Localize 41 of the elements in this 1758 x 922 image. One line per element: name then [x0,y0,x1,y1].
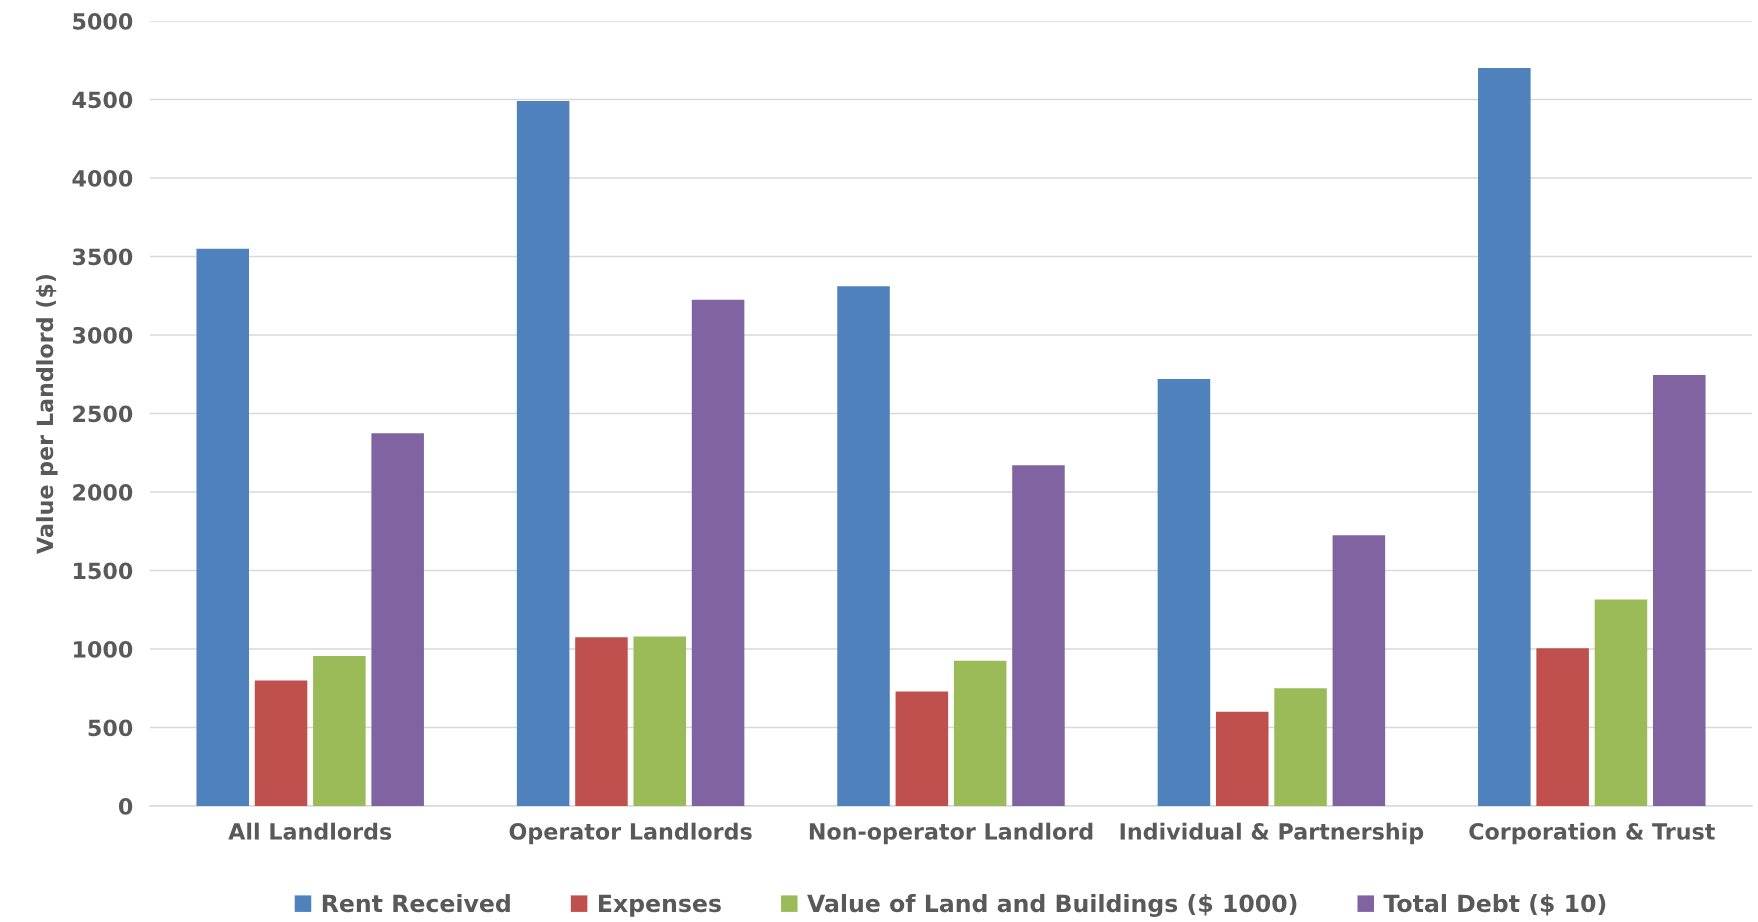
y-tick-label: 4000 [72,169,133,187]
bar [837,286,890,806]
x-tick-label: Corporation & Trust [1469,822,1715,845]
y-tick-label: 4500 [72,91,133,109]
bar [1215,711,1269,806]
bar [1332,535,1386,806]
bar [516,101,570,806]
bar [1157,378,1211,806]
bar [1653,375,1706,806]
bar [1274,688,1327,806]
bar [313,656,366,806]
bar [575,637,628,806]
y-tick-label: 3000 [72,326,133,344]
legend-label: Value of Land and Buildings ($ 1000) [807,893,1297,918]
bar [371,433,424,806]
legend-label: Total Debt ($ 10) [1383,893,1606,916]
y-tick-label: 500 [88,719,133,737]
bar [254,680,308,806]
y-tick-label: 0 [118,797,133,815]
y-tick-label: 2500 [73,405,133,423]
bar [691,299,745,806]
bar [1594,599,1648,806]
y-tick-label: 1000 [73,640,133,658]
y-tick-label: 1500 [73,562,133,580]
legend-label: Expenses [598,894,721,917]
bar [895,691,949,806]
bar [196,248,249,806]
y-tick-label: 3500 [72,248,133,266]
bar [1012,465,1065,806]
x-tick-label: All Landlords [228,822,392,840]
x-tick-label: Operator Landlords [509,822,752,845]
bar [1478,68,1531,806]
bar [953,660,1007,806]
bar [1536,648,1589,806]
y-axis-title: Value per Landlord ($) [36,274,58,554]
legend-label: Rent Received [322,893,510,913]
y-tick-label: 5000 [73,12,133,30]
x-tick-label: Individual & Partnership [1120,822,1424,845]
y-tick-label: 2000 [73,483,133,501]
bar [633,636,687,806]
x-tick-label: Non-operator Landlord [809,822,1093,845]
